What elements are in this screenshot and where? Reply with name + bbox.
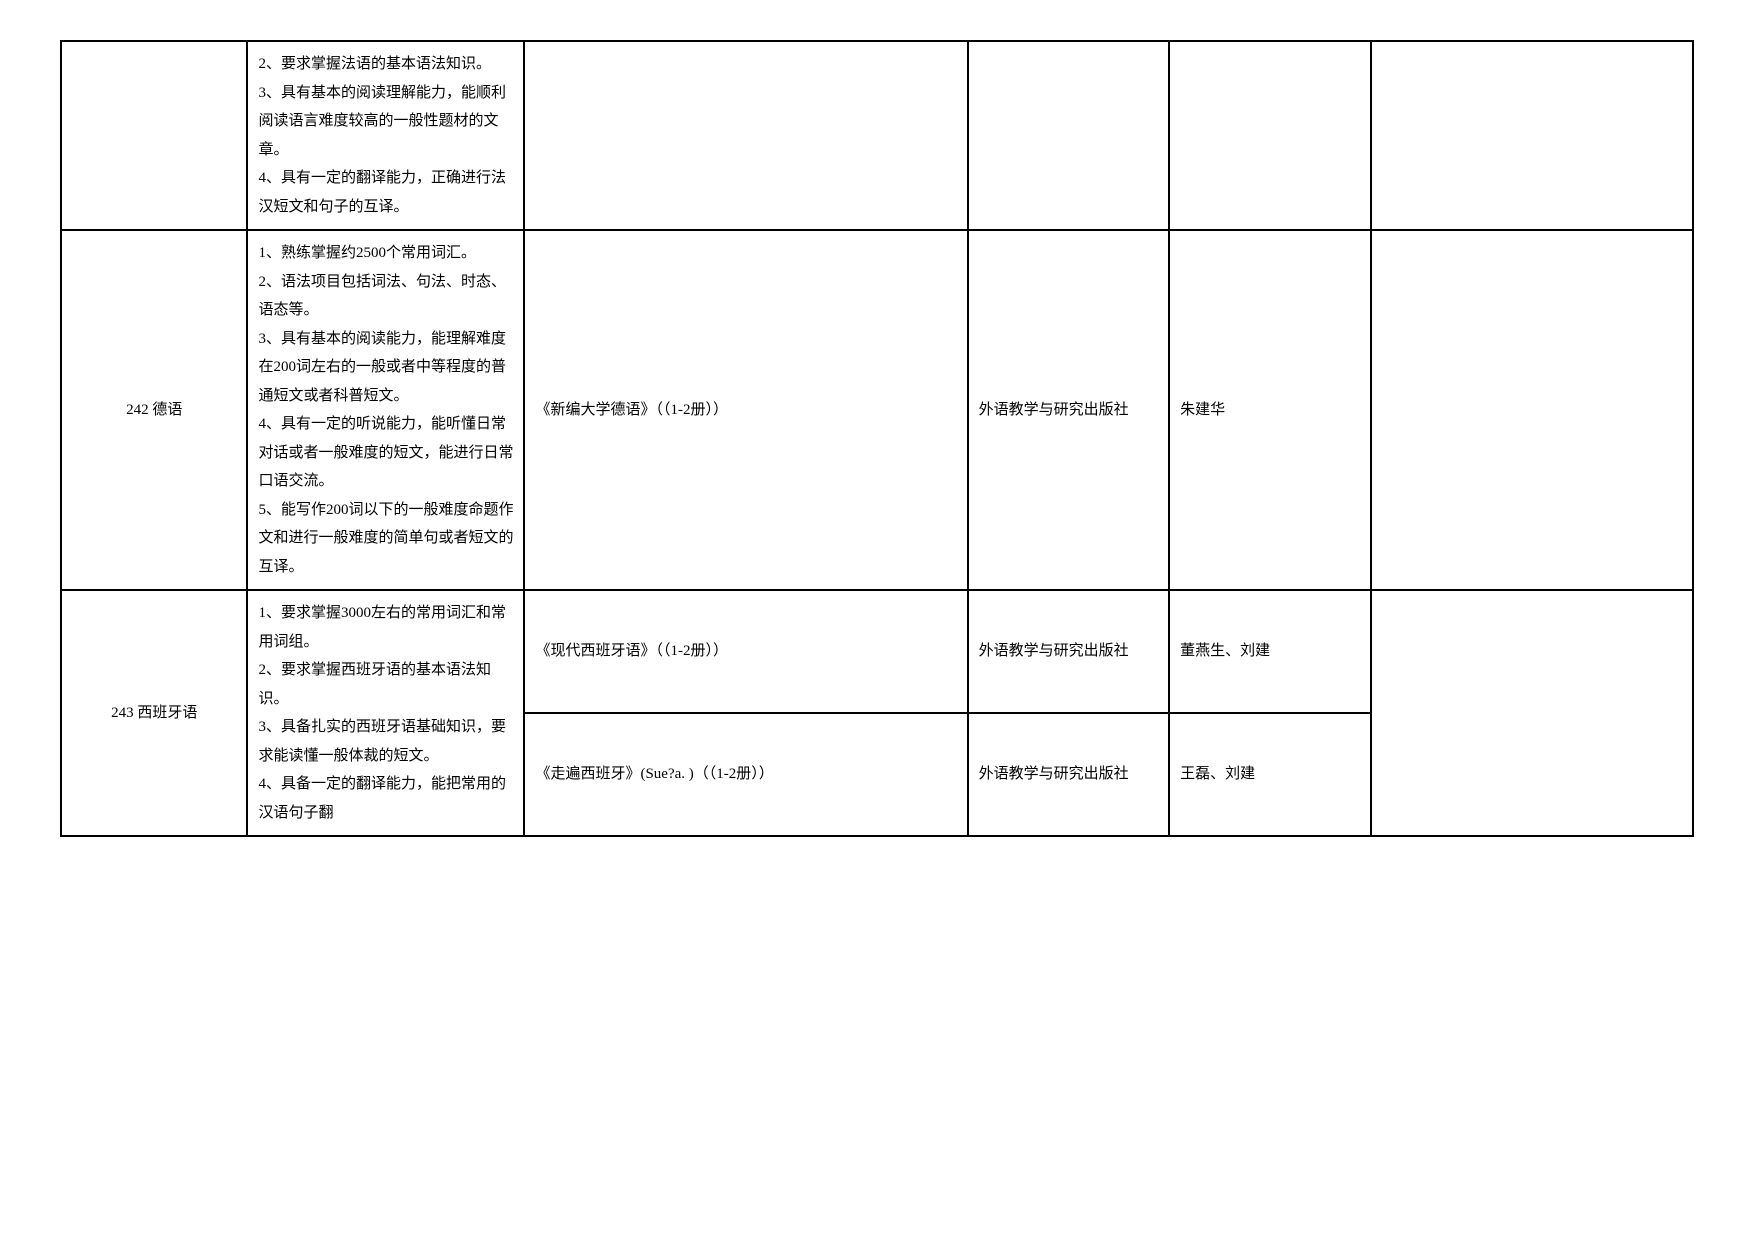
cell-description: 1、熟练掌握约2500个常用词汇。 2、语法项目包括词法、句法、时态、语态等。 …: [247, 230, 524, 590]
table-row: 242 德语 1、熟练掌握约2500个常用词汇。 2、语法项目包括词法、句法、时…: [61, 230, 1693, 590]
cell-note: [1371, 41, 1693, 230]
table-row: 243 西班牙语 1、要求掌握3000左右的常用词汇和常用词组。 2、要求掌握西…: [61, 590, 1693, 713]
cell-note: [1371, 230, 1693, 590]
course-reference-table: 2、要求掌握法语的基本语法知识。 3、具有基本的阅读理解能力，能顺利阅读语言难度…: [60, 40, 1694, 837]
cell-book: 《现代西班牙语》（（1-2册））: [524, 590, 967, 713]
cell-publisher: 外语教学与研究出版社: [968, 230, 1170, 590]
cell-book: 《走遍西班牙》(Sue?a. )（（1-2册））: [524, 713, 967, 836]
cell-code: [61, 41, 247, 230]
cell-publisher: 外语教学与研究出版社: [968, 590, 1170, 713]
cell-author: 王磊、刘建: [1169, 713, 1371, 836]
cell-book: 《新编大学德语》（（1-2册））: [524, 230, 967, 590]
cell-author: 朱建华: [1169, 230, 1371, 590]
cell-code: 242 德语: [61, 230, 247, 590]
cell-author: [1169, 41, 1371, 230]
cell-description: 2、要求掌握法语的基本语法知识。 3、具有基本的阅读理解能力，能顺利阅读语言难度…: [247, 41, 524, 230]
cell-note: [1371, 590, 1693, 836]
cell-publisher: [968, 41, 1170, 230]
cell-code: 243 西班牙语: [61, 590, 247, 836]
cell-publisher: 外语教学与研究出版社: [968, 713, 1170, 836]
cell-description: 1、要求掌握3000左右的常用词汇和常用词组。 2、要求掌握西班牙语的基本语法知…: [247, 590, 524, 836]
cell-author: 董燕生、刘建: [1169, 590, 1371, 713]
table-row: 2、要求掌握法语的基本语法知识。 3、具有基本的阅读理解能力，能顺利阅读语言难度…: [61, 41, 1693, 230]
cell-book: [524, 41, 967, 230]
